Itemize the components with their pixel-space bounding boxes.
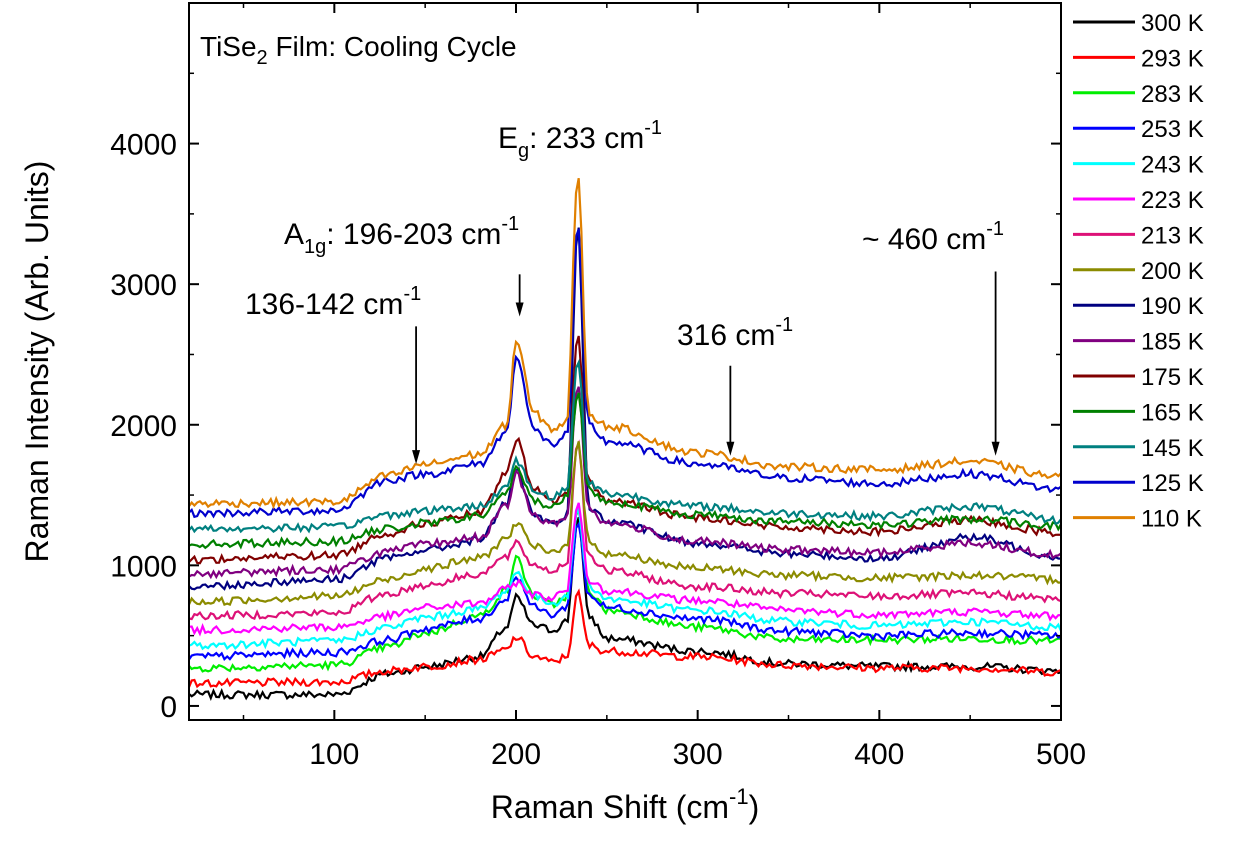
- legend-label: 300 K: [1141, 10, 1204, 37]
- annotation-arrow-head: [412, 450, 421, 465]
- legend-label: 243 K: [1141, 152, 1204, 179]
- legend-label: 293 K: [1141, 45, 1204, 72]
- series-line-283k: [188, 504, 1062, 673]
- annotation-a460: ~ 460 cm-1: [862, 218, 1004, 256]
- legend-label: 175 K: [1141, 364, 1204, 391]
- legend-label: 185 K: [1141, 329, 1204, 356]
- series-line-145k: [188, 358, 1062, 534]
- x-tick-label: 300: [673, 738, 723, 771]
- legend-label: 213 K: [1141, 222, 1204, 249]
- legend-label: 165 K: [1141, 399, 1204, 426]
- x-tick-label: 100: [309, 738, 359, 771]
- legend-label: 200 K: [1141, 258, 1204, 285]
- plot-lines: [187, 178, 1063, 701]
- series-line-175k: [188, 335, 1062, 565]
- legend-label: 145 K: [1141, 435, 1204, 462]
- series-line-213k: [188, 439, 1062, 621]
- series-line-300k: [188, 516, 1062, 701]
- annotations: 136-142 cm-1 A1g: 196-203 cm-1 Eg: 233 cm-…: [245, 117, 1004, 465]
- x-tick-label: 500: [1036, 738, 1086, 771]
- series-line-223k: [188, 502, 1062, 637]
- series-line-243k: [188, 505, 1063, 651]
- series-line-110k: [188, 178, 1062, 510]
- x-tick-label: 200: [491, 738, 541, 771]
- y-tick-label: 4000: [110, 129, 177, 162]
- legend-label: 283 K: [1141, 81, 1204, 108]
- y-axis-label: Raman Intensity (Arb. Units): [19, 161, 55, 563]
- legend-label: 110 K: [1141, 506, 1202, 533]
- x-axis-label: Raman Shift (cm-1): [491, 784, 760, 825]
- legend-label: 223 K: [1141, 187, 1204, 214]
- series-line-293k: [187, 588, 1062, 689]
- legend-label: 125 K: [1141, 470, 1204, 497]
- series-line-200k: [187, 441, 1062, 607]
- annotation-a196: A1g: 196-203 cm-1: [284, 213, 519, 258]
- legend-label: 190 K: [1141, 293, 1204, 320]
- plot-frame: [188, 2, 1062, 721]
- annotation-a136: 136-142 cm-1: [245, 283, 421, 321]
- y-tick-label: 1000: [110, 550, 177, 583]
- legend: 300 K 293 K 283 K 253 K 243 K 223 K 213 K 200 K…: [1073, 10, 1204, 533]
- axis-ticks: 100 200 300 400 500 0 1000 2000 3000 4000: [110, 3, 1086, 771]
- y-tick-label: 0: [160, 691, 177, 724]
- y-tick-label: 3000: [110, 269, 177, 302]
- series-line-125k: [188, 229, 1062, 519]
- legend-label: 253 K: [1141, 116, 1204, 143]
- x-tick-label: 400: [854, 738, 904, 771]
- series-line-253k: [188, 521, 1062, 662]
- annotation-arrow-head: [991, 441, 1000, 456]
- series-line-165k: [188, 392, 1062, 550]
- annotation-a316: 316 cm-1: [677, 314, 793, 352]
- annotation-a233: Eg: 233 cm-1: [498, 117, 662, 162]
- annotation-arrow-head: [515, 302, 524, 317]
- series-line-190k: [188, 227, 1062, 591]
- chart-title: TiSe2 Film: Cooling Cycle: [200, 31, 517, 69]
- y-tick-label: 2000: [110, 410, 177, 443]
- series-line-185k: [188, 386, 1062, 580]
- annotation-arrow-head: [726, 441, 735, 456]
